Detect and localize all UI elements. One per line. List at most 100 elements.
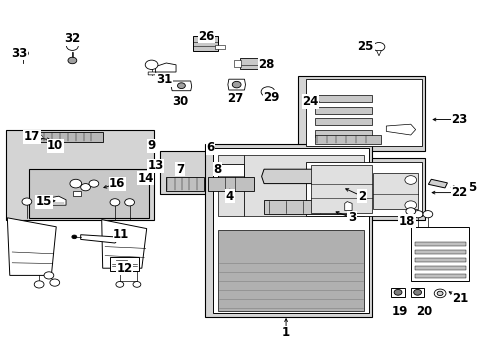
Bar <box>233 60 240 67</box>
Text: 27: 27 <box>227 93 244 105</box>
Polygon shape <box>155 63 176 72</box>
Polygon shape <box>386 124 415 135</box>
Circle shape <box>110 199 120 206</box>
Text: 3: 3 <box>347 211 355 224</box>
Polygon shape <box>427 179 447 188</box>
Text: 33: 33 <box>11 47 28 60</box>
Text: 20: 20 <box>415 305 432 318</box>
Bar <box>217 155 243 216</box>
Circle shape <box>404 176 416 184</box>
Polygon shape <box>73 191 81 196</box>
Circle shape <box>433 289 445 298</box>
Circle shape <box>372 42 384 51</box>
Text: 17: 17 <box>23 130 40 143</box>
Circle shape <box>37 135 43 140</box>
Bar <box>110 257 139 271</box>
Polygon shape <box>7 218 56 275</box>
Polygon shape <box>39 196 66 205</box>
Text: 1: 1 <box>282 327 289 339</box>
Bar <box>315 107 371 114</box>
Bar <box>116 260 127 268</box>
Text: 23: 23 <box>450 113 467 126</box>
Circle shape <box>133 282 141 287</box>
Text: 30: 30 <box>171 95 188 108</box>
Bar <box>215 45 224 49</box>
Circle shape <box>34 281 44 288</box>
Circle shape <box>66 42 78 50</box>
Circle shape <box>81 184 90 191</box>
Circle shape <box>436 291 442 296</box>
Circle shape <box>89 180 99 187</box>
Polygon shape <box>261 169 366 184</box>
Polygon shape <box>148 72 156 75</box>
Text: 4: 4 <box>225 190 233 203</box>
Text: 14: 14 <box>137 172 154 185</box>
Circle shape <box>22 198 32 205</box>
Text: 9: 9 <box>147 139 155 152</box>
Bar <box>315 95 371 102</box>
Bar <box>244 155 364 216</box>
Bar <box>305 162 421 216</box>
Bar <box>217 230 364 311</box>
Circle shape <box>70 179 81 188</box>
Circle shape <box>44 272 54 279</box>
Bar <box>414 266 465 270</box>
Text: 15: 15 <box>36 195 52 208</box>
Circle shape <box>145 60 158 69</box>
Bar <box>212 148 368 313</box>
Bar <box>310 165 371 213</box>
Bar <box>315 135 381 144</box>
Circle shape <box>50 279 60 286</box>
Bar <box>29 169 149 218</box>
Polygon shape <box>376 50 381 56</box>
Text: 29: 29 <box>263 91 279 104</box>
Bar <box>239 58 266 69</box>
Text: 28: 28 <box>258 58 274 71</box>
Polygon shape <box>344 202 351 211</box>
Bar <box>315 130 371 137</box>
Circle shape <box>412 211 422 218</box>
Bar <box>298 158 425 220</box>
Text: 5: 5 <box>467 181 475 194</box>
Circle shape <box>19 50 28 57</box>
Bar <box>33 135 37 140</box>
Bar <box>315 118 371 125</box>
Circle shape <box>422 211 432 218</box>
Text: 26: 26 <box>198 30 214 42</box>
Bar <box>205 144 371 317</box>
Circle shape <box>72 235 77 239</box>
Polygon shape <box>227 79 245 90</box>
Text: 2: 2 <box>357 190 365 203</box>
Text: 22: 22 <box>450 186 467 199</box>
Bar <box>207 177 254 191</box>
Bar <box>305 79 421 146</box>
Bar <box>193 36 217 51</box>
Text: 21: 21 <box>451 292 468 305</box>
Bar <box>372 173 417 209</box>
Polygon shape <box>102 220 146 268</box>
Text: 11: 11 <box>113 228 129 241</box>
Bar <box>414 242 465 246</box>
Bar <box>410 288 424 297</box>
Text: 13: 13 <box>147 159 163 172</box>
Circle shape <box>405 208 415 215</box>
Circle shape <box>413 289 421 295</box>
Bar <box>390 288 404 297</box>
Text: 8: 8 <box>213 163 221 176</box>
Bar <box>264 200 346 214</box>
Circle shape <box>232 81 241 88</box>
Circle shape <box>177 83 185 89</box>
Text: 10: 10 <box>47 139 63 152</box>
Bar <box>410 227 468 281</box>
Text: 32: 32 <box>64 32 81 45</box>
Polygon shape <box>81 235 117 243</box>
Bar <box>414 250 465 254</box>
Bar <box>414 274 465 278</box>
Circle shape <box>68 57 77 64</box>
Bar <box>166 177 204 191</box>
Text: 25: 25 <box>357 40 373 53</box>
Text: 24: 24 <box>302 95 318 108</box>
Bar <box>160 151 259 194</box>
Text: 12: 12 <box>116 262 133 275</box>
Polygon shape <box>171 81 191 91</box>
